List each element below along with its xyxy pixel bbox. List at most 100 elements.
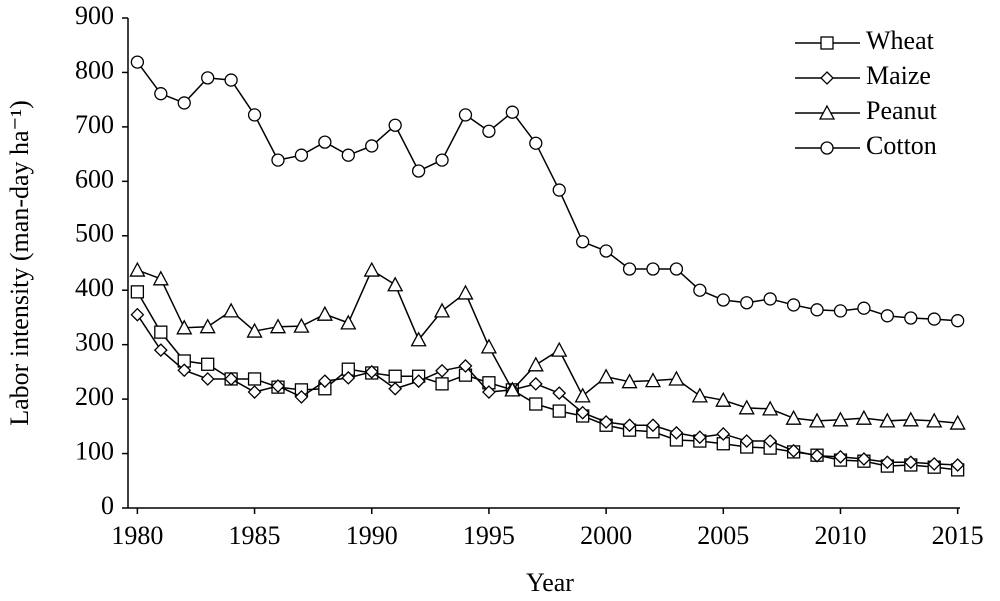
- x-tick-label: 1980: [111, 521, 163, 550]
- marker: [880, 455, 895, 470]
- marker: [621, 373, 638, 389]
- marker: [410, 331, 427, 347]
- marker: [820, 71, 834, 85]
- marker: [833, 304, 848, 318]
- marker: [599, 415, 614, 429]
- marker: [177, 363, 192, 378]
- marker: [363, 261, 380, 277]
- marker: [856, 452, 871, 466]
- marker: [879, 412, 896, 428]
- marker: [552, 386, 567, 401]
- x-tick-label: 1990: [346, 521, 398, 550]
- marker: [269, 318, 287, 334]
- marker: [552, 404, 566, 418]
- marker: [294, 148, 309, 162]
- marker: [574, 387, 591, 403]
- marker: [598, 368, 615, 384]
- marker: [646, 262, 660, 276]
- marker: [529, 136, 543, 150]
- marker: [458, 358, 473, 373]
- marker: [903, 455, 918, 470]
- y-tick-label: 500: [75, 219, 114, 248]
- marker: [200, 372, 215, 386]
- marker: [527, 356, 544, 372]
- marker: [176, 319, 193, 335]
- y-tick-label: 700: [75, 110, 114, 139]
- x-tick-label: 1995: [463, 521, 515, 550]
- marker: [318, 135, 332, 149]
- marker: [247, 108, 262, 122]
- marker: [668, 370, 685, 386]
- marker: [927, 456, 942, 471]
- marker: [435, 153, 449, 167]
- marker: [341, 148, 355, 162]
- marker: [435, 377, 449, 391]
- marker: [810, 448, 824, 463]
- marker: [388, 118, 402, 132]
- marker: [177, 96, 191, 110]
- marker: [433, 302, 451, 318]
- marker: [129, 261, 146, 277]
- marker: [364, 364, 379, 379]
- marker: [880, 309, 894, 323]
- marker: [622, 418, 637, 433]
- marker: [130, 307, 145, 322]
- marker: [154, 325, 168, 339]
- marker: [130, 55, 145, 69]
- y-tick-label: 100: [75, 437, 114, 466]
- x-tick-label: 2015: [932, 521, 984, 550]
- marker: [480, 338, 498, 354]
- x-tick-label: 2005: [697, 521, 749, 550]
- marker: [528, 376, 543, 391]
- marker: [576, 235, 590, 249]
- marker: [271, 153, 285, 167]
- marker: [622, 262, 637, 276]
- marker: [857, 301, 871, 315]
- marker: [293, 317, 310, 333]
- marker: [223, 302, 240, 318]
- x-tick-label: 2010: [814, 521, 866, 550]
- marker: [669, 262, 684, 276]
- marker: [154, 87, 168, 101]
- marker: [810, 303, 824, 317]
- marker: [152, 270, 169, 286]
- marker: [224, 372, 239, 386]
- marker: [855, 409, 872, 425]
- marker: [786, 298, 801, 312]
- x-tick-label: 2000: [580, 521, 632, 550]
- y-tick-label: 800: [75, 55, 114, 84]
- marker: [224, 73, 238, 87]
- y-tick-label: 200: [75, 382, 114, 411]
- marker: [340, 314, 357, 330]
- legend-label: Wheat: [866, 26, 935, 55]
- marker: [153, 343, 168, 358]
- marker: [951, 314, 965, 328]
- marker: [482, 385, 496, 399]
- marker: [551, 341, 568, 357]
- marker: [715, 391, 732, 407]
- marker: [130, 285, 145, 299]
- marker: [785, 409, 802, 425]
- legend-label: Maize: [866, 61, 931, 90]
- marker: [786, 443, 801, 458]
- marker: [411, 164, 426, 178]
- series-line: [137, 268, 958, 424]
- marker: [271, 379, 285, 393]
- marker: [341, 370, 356, 385]
- y-tick-label: 900: [75, 1, 114, 30]
- marker: [646, 418, 660, 433]
- marker: [365, 139, 379, 153]
- marker: [599, 244, 613, 258]
- marker: [504, 381, 521, 397]
- marker: [738, 399, 755, 415]
- marker: [247, 385, 262, 399]
- marker: [316, 305, 333, 321]
- marker: [927, 312, 941, 326]
- marker: [926, 412, 943, 428]
- marker: [199, 318, 216, 334]
- marker: [411, 374, 426, 389]
- marker: [457, 284, 474, 300]
- marker: [505, 105, 520, 119]
